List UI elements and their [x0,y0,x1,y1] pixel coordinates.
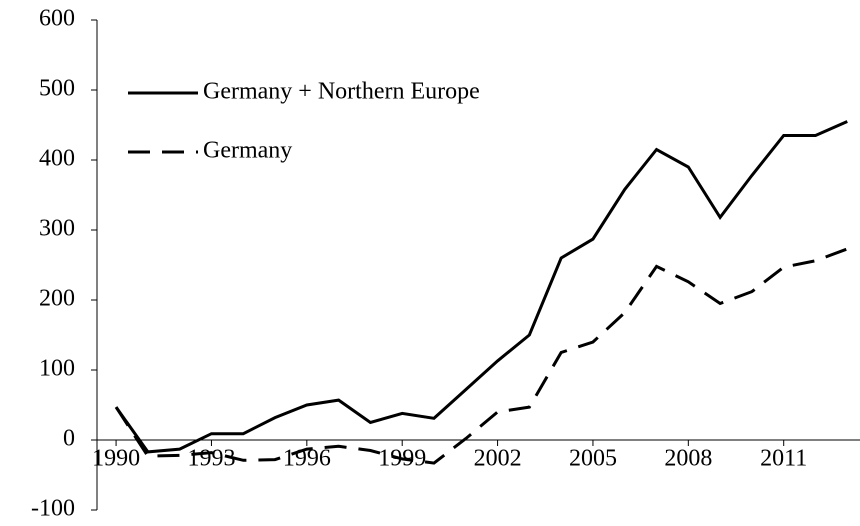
series-line [114,120,848,454]
legend-label: Germany + Northern Europe [203,79,480,105]
y-tick-label: 400 [39,146,75,172]
y-tick-label: 600 [39,6,75,32]
x-tick-label: 1993 [187,446,235,472]
y-tick-label: 500 [39,76,75,102]
y-tick-label: 0 [63,426,75,452]
x-tick-label: 2008 [664,446,712,472]
legend-label: Germany [203,138,292,164]
series-line [114,247,848,465]
x-tick-label: 2011 [760,446,807,472]
y-tick-label: 100 [39,356,75,382]
y-tick-label: 200 [39,286,75,312]
x-tick-label: 2002 [474,446,522,472]
y-tick-label: -100 [31,496,75,522]
x-tick-label: 1990 [92,446,140,472]
y-tick-label: 300 [39,216,75,242]
x-tick-label: 2005 [569,446,617,472]
